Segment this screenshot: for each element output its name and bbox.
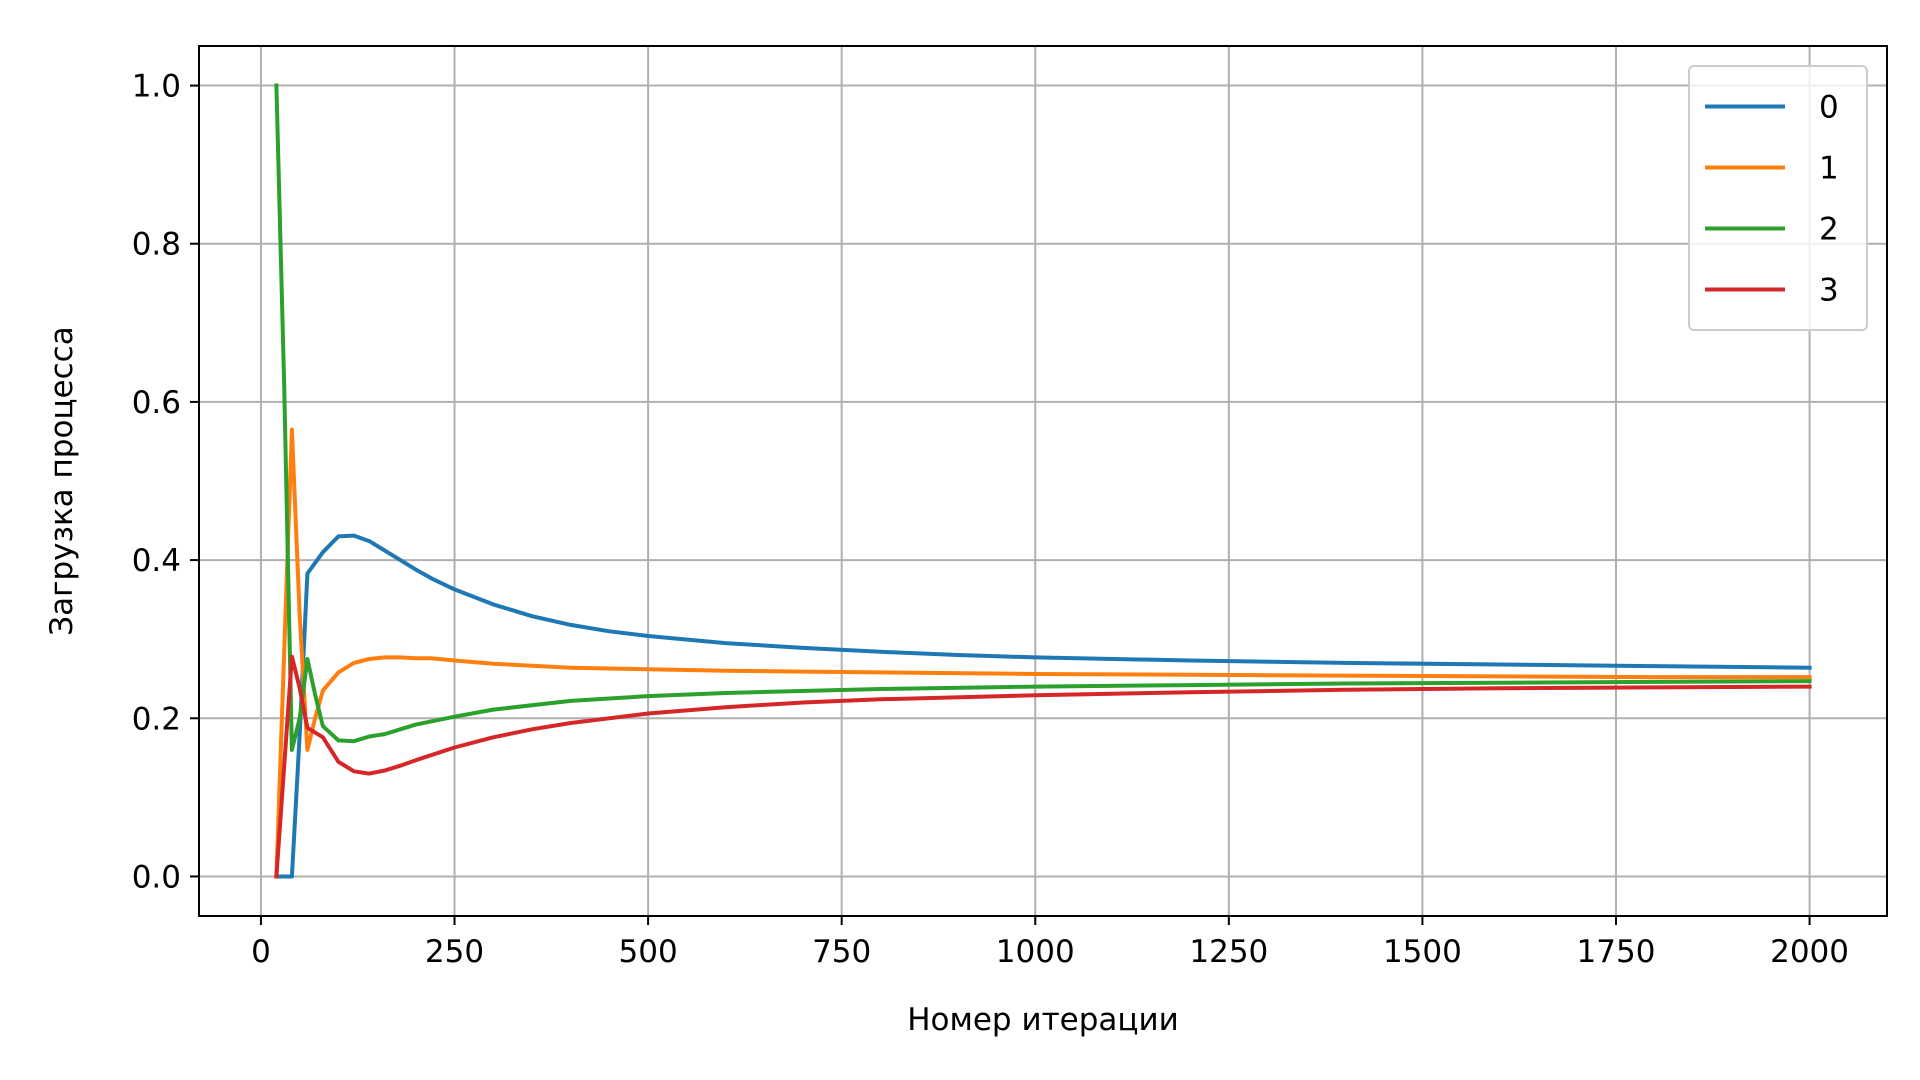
- x-tick-label: 0: [251, 934, 271, 970]
- legend: 0 1 2 3: [1688, 65, 1868, 331]
- plot-frame: [198, 45, 1888, 917]
- y-tick-label: 1.0: [132, 69, 181, 105]
- y-axis-title: Загрузка процесса: [44, 326, 80, 635]
- x-tick-label: 1500: [1383, 934, 1462, 970]
- legend-label-3: 3: [1819, 273, 1839, 309]
- legend-label-2: 2: [1819, 212, 1839, 248]
- series-lines: [274, 83, 1812, 879]
- legend-label-1: 1: [1819, 151, 1839, 187]
- legend-box: [1688, 65, 1868, 331]
- y-tick-label: 0.4: [132, 543, 181, 579]
- series-line-3: [274, 654, 1812, 879]
- y-tick-label: 0.6: [132, 385, 181, 421]
- y-tick-label: 0.2: [132, 701, 181, 737]
- x-tick-label: 2000: [1770, 934, 1849, 970]
- series-line-0: [274, 533, 1812, 879]
- legend-label-0: 0: [1819, 90, 1839, 126]
- series-line-1: [274, 427, 1812, 879]
- axis-ticks: 0 250 500 750 1000 1250 1500 1750 2000 0.0 0.2 0.4 0…: [132, 69, 1849, 970]
- y-tick-label: 0.8: [132, 227, 181, 263]
- y-tick-label: 0.0: [132, 859, 181, 895]
- series-line-2: [274, 83, 1812, 752]
- x-tick-label: 1250: [1189, 934, 1268, 970]
- x-tick-label: 1000: [996, 934, 1075, 970]
- x-tick-label: 750: [812, 934, 871, 970]
- x-tick-label: 1750: [1577, 934, 1656, 970]
- x-axis-title: Номер итерации: [907, 1002, 1179, 1038]
- x-tick-label: 250: [425, 934, 484, 970]
- x-tick-label: 500: [619, 934, 678, 970]
